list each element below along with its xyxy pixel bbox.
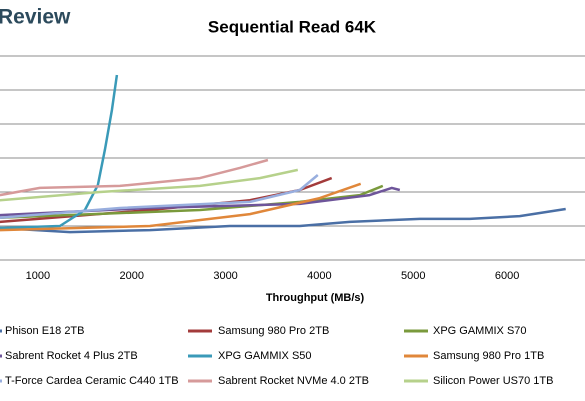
legend-label: XPG GAMMIX S50 bbox=[218, 350, 312, 362]
x-tick-label: 3000 bbox=[213, 270, 237, 282]
x-axis-title: Throughput (MB/s) bbox=[266, 292, 365, 304]
legend-label: Sabrent Rocket 4 Plus 2TB bbox=[5, 350, 138, 362]
legend-label: Sabrent Rocket NVMe 4.0 2TB bbox=[218, 375, 369, 387]
x-tick-label: 4000 bbox=[307, 270, 331, 282]
x-tick-label: 1000 bbox=[26, 270, 50, 282]
chart-title: Sequential Read 64K bbox=[208, 17, 377, 36]
series-line bbox=[0, 182, 362, 232]
series-line bbox=[0, 158, 269, 197]
series-line bbox=[0, 74, 119, 230]
series-line bbox=[0, 174, 319, 220]
x-tick-label: 2000 bbox=[119, 270, 143, 282]
x-tick-label: 6000 bbox=[495, 270, 519, 282]
legend-label: Samsung 980 Pro 2TB bbox=[218, 325, 329, 337]
legend-label: T-Force Cardea Ceramic C440 1TB bbox=[5, 375, 179, 387]
legend-label: Samsung 980 Pro 1TB bbox=[433, 350, 544, 362]
x-tick-label: 5000 bbox=[401, 270, 425, 282]
legend-label: XPG GAMMIX S70 bbox=[433, 325, 527, 337]
series-line bbox=[0, 186, 401, 217]
series-line bbox=[0, 168, 299, 202]
legend-label: Silicon Power US70 1TB bbox=[433, 375, 553, 387]
legend-label: Phison E18 2TB bbox=[5, 325, 85, 337]
series-line bbox=[0, 207, 566, 234]
brand: Review bbox=[0, 6, 71, 29]
